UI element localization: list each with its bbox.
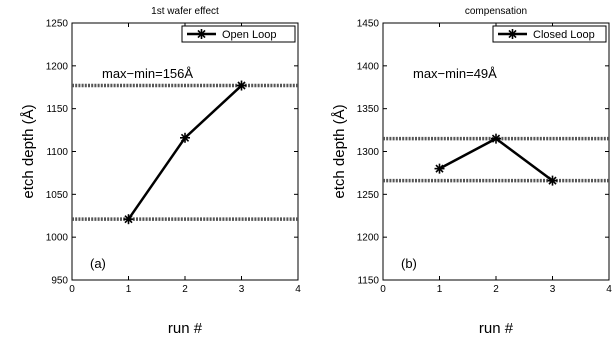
legend-marker xyxy=(197,29,206,39)
series-line-closed-loop xyxy=(438,137,554,182)
legend-label: Open Loop xyxy=(222,29,276,41)
x-tick-label: 2 xyxy=(493,284,499,295)
data-point xyxy=(180,132,190,143)
data-point xyxy=(123,214,134,225)
x-tick-label: 3 xyxy=(239,284,245,295)
y-tick-label: 1350 xyxy=(357,104,380,115)
range-annotation: max−min=49Å xyxy=(413,66,497,81)
marker-stroke xyxy=(548,176,557,185)
plot-frame xyxy=(71,22,299,281)
legend-marker xyxy=(508,29,517,39)
y-tick-label: 1150 xyxy=(46,104,68,115)
chart-title: compensation xyxy=(465,6,527,17)
data-point xyxy=(236,80,247,91)
legend-box xyxy=(181,25,296,43)
data-point xyxy=(547,175,558,186)
marker-stroke xyxy=(491,134,501,143)
x-tick-label: 1 xyxy=(126,284,132,295)
x-axis-label: run # xyxy=(479,320,514,337)
y-tick-label: 1000 xyxy=(46,233,69,244)
y-axis-label: etch depth (Å) xyxy=(20,104,37,198)
x-tick-label: 3 xyxy=(550,284,556,295)
y-tick-label: 1250 xyxy=(357,190,380,201)
y-tick-label: 1300 xyxy=(357,147,380,158)
y-tick-label: 1200 xyxy=(357,233,380,244)
legend-label: Closed Loop xyxy=(533,29,595,41)
marker-stroke xyxy=(237,81,246,90)
y-tick-label: 950 xyxy=(51,276,68,287)
y-tick-label: 1100 xyxy=(46,147,68,158)
y-tick-label: 1200 xyxy=(46,61,69,72)
y-axis-label: etch depth (Å) xyxy=(331,104,348,198)
legend-box xyxy=(492,25,607,43)
y-tick-label: 1150 xyxy=(357,276,379,287)
panel-label: (a) xyxy=(90,256,106,271)
range-annotation: max−min=156Å xyxy=(102,66,193,81)
x-tick-label: 4 xyxy=(295,284,301,295)
marker-stroke xyxy=(124,215,133,224)
data-point xyxy=(491,133,501,144)
legend: Open Loop xyxy=(181,25,296,43)
x-tick-label: 2 xyxy=(182,284,188,295)
data-point xyxy=(434,163,445,174)
panel-label: (b) xyxy=(401,256,417,271)
chart-panel-1: 1st wafer effect 950 1000 1050 1100 1150 1200 1… xyxy=(20,6,301,337)
y-tick-label: 1050 xyxy=(46,190,69,201)
y-tick-label: 1400 xyxy=(357,61,380,72)
x-tick-label: 0 xyxy=(380,284,386,295)
chart-panel-2: compensation 1150 1200 1250 1300 1350 1400 1450… xyxy=(331,6,612,337)
y-tick-label: 1450 xyxy=(357,19,380,30)
marker-stroke xyxy=(435,164,444,173)
x-tick-label: 1 xyxy=(437,284,443,295)
x-axis-label: run # xyxy=(168,320,203,337)
marker-stroke xyxy=(180,133,190,142)
plot-frame xyxy=(382,22,610,281)
series-line-open-loop xyxy=(127,84,243,220)
legend: Closed Loop xyxy=(492,25,607,43)
y-tick-label: 1250 xyxy=(46,19,69,30)
chart-title: 1st wafer effect xyxy=(151,6,219,17)
x-tick-label: 0 xyxy=(69,284,75,295)
x-tick-label: 4 xyxy=(606,284,612,295)
